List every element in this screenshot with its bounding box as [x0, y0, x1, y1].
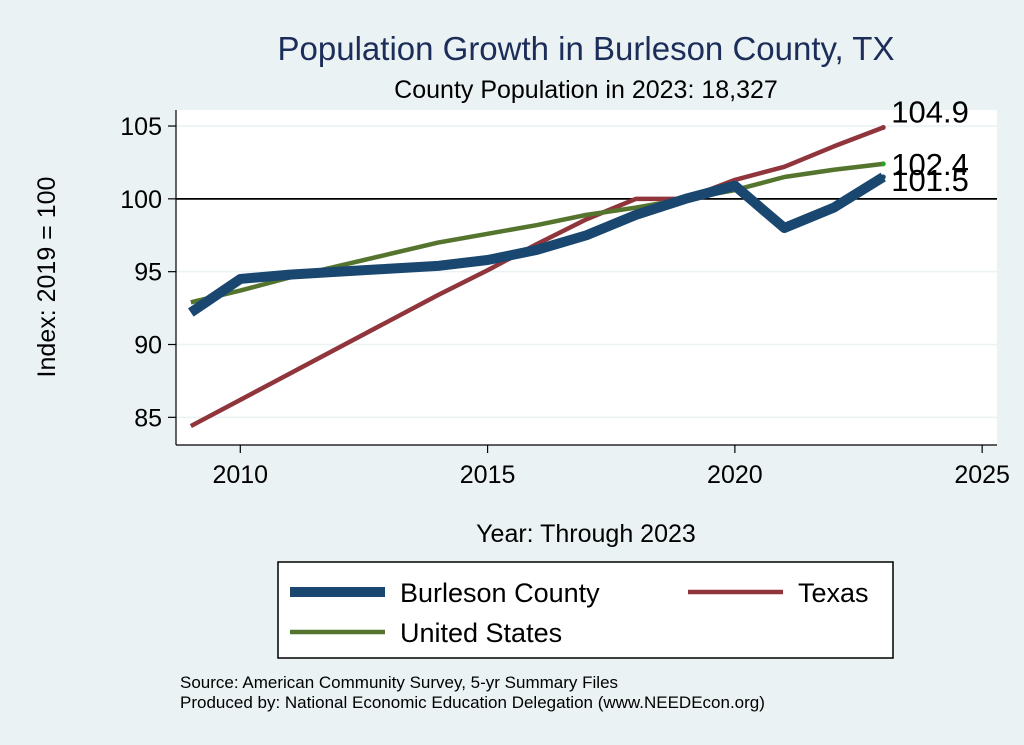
- series-line-0: [188, 172, 886, 317]
- chart-title: Population Growth in Burleson County, TX: [278, 30, 895, 67]
- x-tick-label-2025: 2025: [954, 461, 1010, 489]
- axis-layer: 85 90 95 100 105 2010 2015 2020 2025: [120, 110, 1010, 489]
- source-note: Source: American Community Survey, 5-yr …: [180, 673, 618, 692]
- series-end-point-1: [880, 124, 886, 130]
- series-end-point-2: [880, 161, 886, 167]
- chart-subtitle: County Population in 2023: 18,327: [394, 76, 778, 104]
- x-tick-label-2020: 2020: [707, 461, 763, 489]
- x-tick-label-2010: 2010: [212, 461, 268, 489]
- series-end-point-0: [880, 174, 886, 180]
- y-axis-title: Index: 2019 = 100: [33, 177, 61, 378]
- legend-label-2: United States: [400, 618, 562, 648]
- end-label-1: 102.4: [891, 147, 969, 182]
- end-label-2: 101.5: [891, 163, 969, 198]
- x-axis-title: Year: Through 2023: [476, 520, 696, 548]
- x-tick-label-2015: 2015: [460, 461, 516, 489]
- series-line-1: [189, 125, 885, 429]
- y-tick-label-105: 105: [120, 113, 162, 141]
- legend-box: [277, 561, 894, 659]
- y-tick-label-90: 90: [134, 332, 162, 360]
- produced-note: Produced by: National Economic Education…: [180, 693, 765, 712]
- legend-label-0: Burleson County: [400, 578, 600, 608]
- legend-label-1: Texas: [798, 578, 869, 608]
- y-tick-label-100: 100: [120, 186, 162, 214]
- series-layer: [188, 124, 886, 429]
- y-tick-label-85: 85: [134, 404, 162, 432]
- end-label-0: 104.9: [891, 94, 969, 129]
- y-tick-label-95: 95: [134, 259, 162, 287]
- legend: Burleson County Texas United States: [290, 578, 869, 648]
